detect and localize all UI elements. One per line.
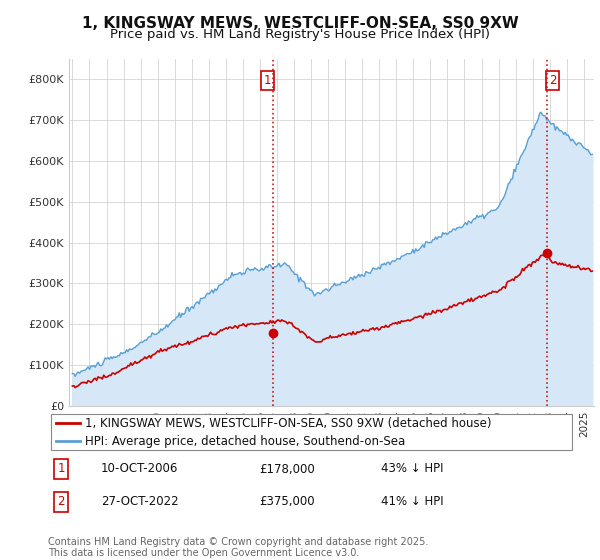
Text: Price paid vs. HM Land Registry's House Price Index (HPI): Price paid vs. HM Land Registry's House …	[110, 28, 490, 41]
Text: £375,000: £375,000	[259, 496, 315, 508]
Text: 1, KINGSWAY MEWS, WESTCLIFF-ON-SEA, SS0 9XW (detached house): 1, KINGSWAY MEWS, WESTCLIFF-ON-SEA, SS0 …	[85, 417, 491, 430]
Text: 2: 2	[548, 74, 556, 87]
Text: 41% ↓ HPI: 41% ↓ HPI	[380, 496, 443, 508]
Text: 2: 2	[58, 496, 65, 508]
FancyBboxPatch shape	[50, 414, 572, 450]
Text: Contains HM Land Registry data © Crown copyright and database right 2025.
This d: Contains HM Land Registry data © Crown c…	[48, 536, 428, 558]
Text: 43% ↓ HPI: 43% ↓ HPI	[380, 463, 443, 475]
Text: 1, KINGSWAY MEWS, WESTCLIFF-ON-SEA, SS0 9XW: 1, KINGSWAY MEWS, WESTCLIFF-ON-SEA, SS0 …	[82, 16, 518, 31]
Text: 27-OCT-2022: 27-OCT-2022	[101, 496, 178, 508]
Text: £178,000: £178,000	[259, 463, 315, 475]
Text: 1: 1	[264, 74, 271, 87]
Text: 10-OCT-2006: 10-OCT-2006	[101, 463, 178, 475]
Text: 1: 1	[58, 463, 65, 475]
Text: HPI: Average price, detached house, Southend-on-Sea: HPI: Average price, detached house, Sout…	[85, 435, 405, 447]
